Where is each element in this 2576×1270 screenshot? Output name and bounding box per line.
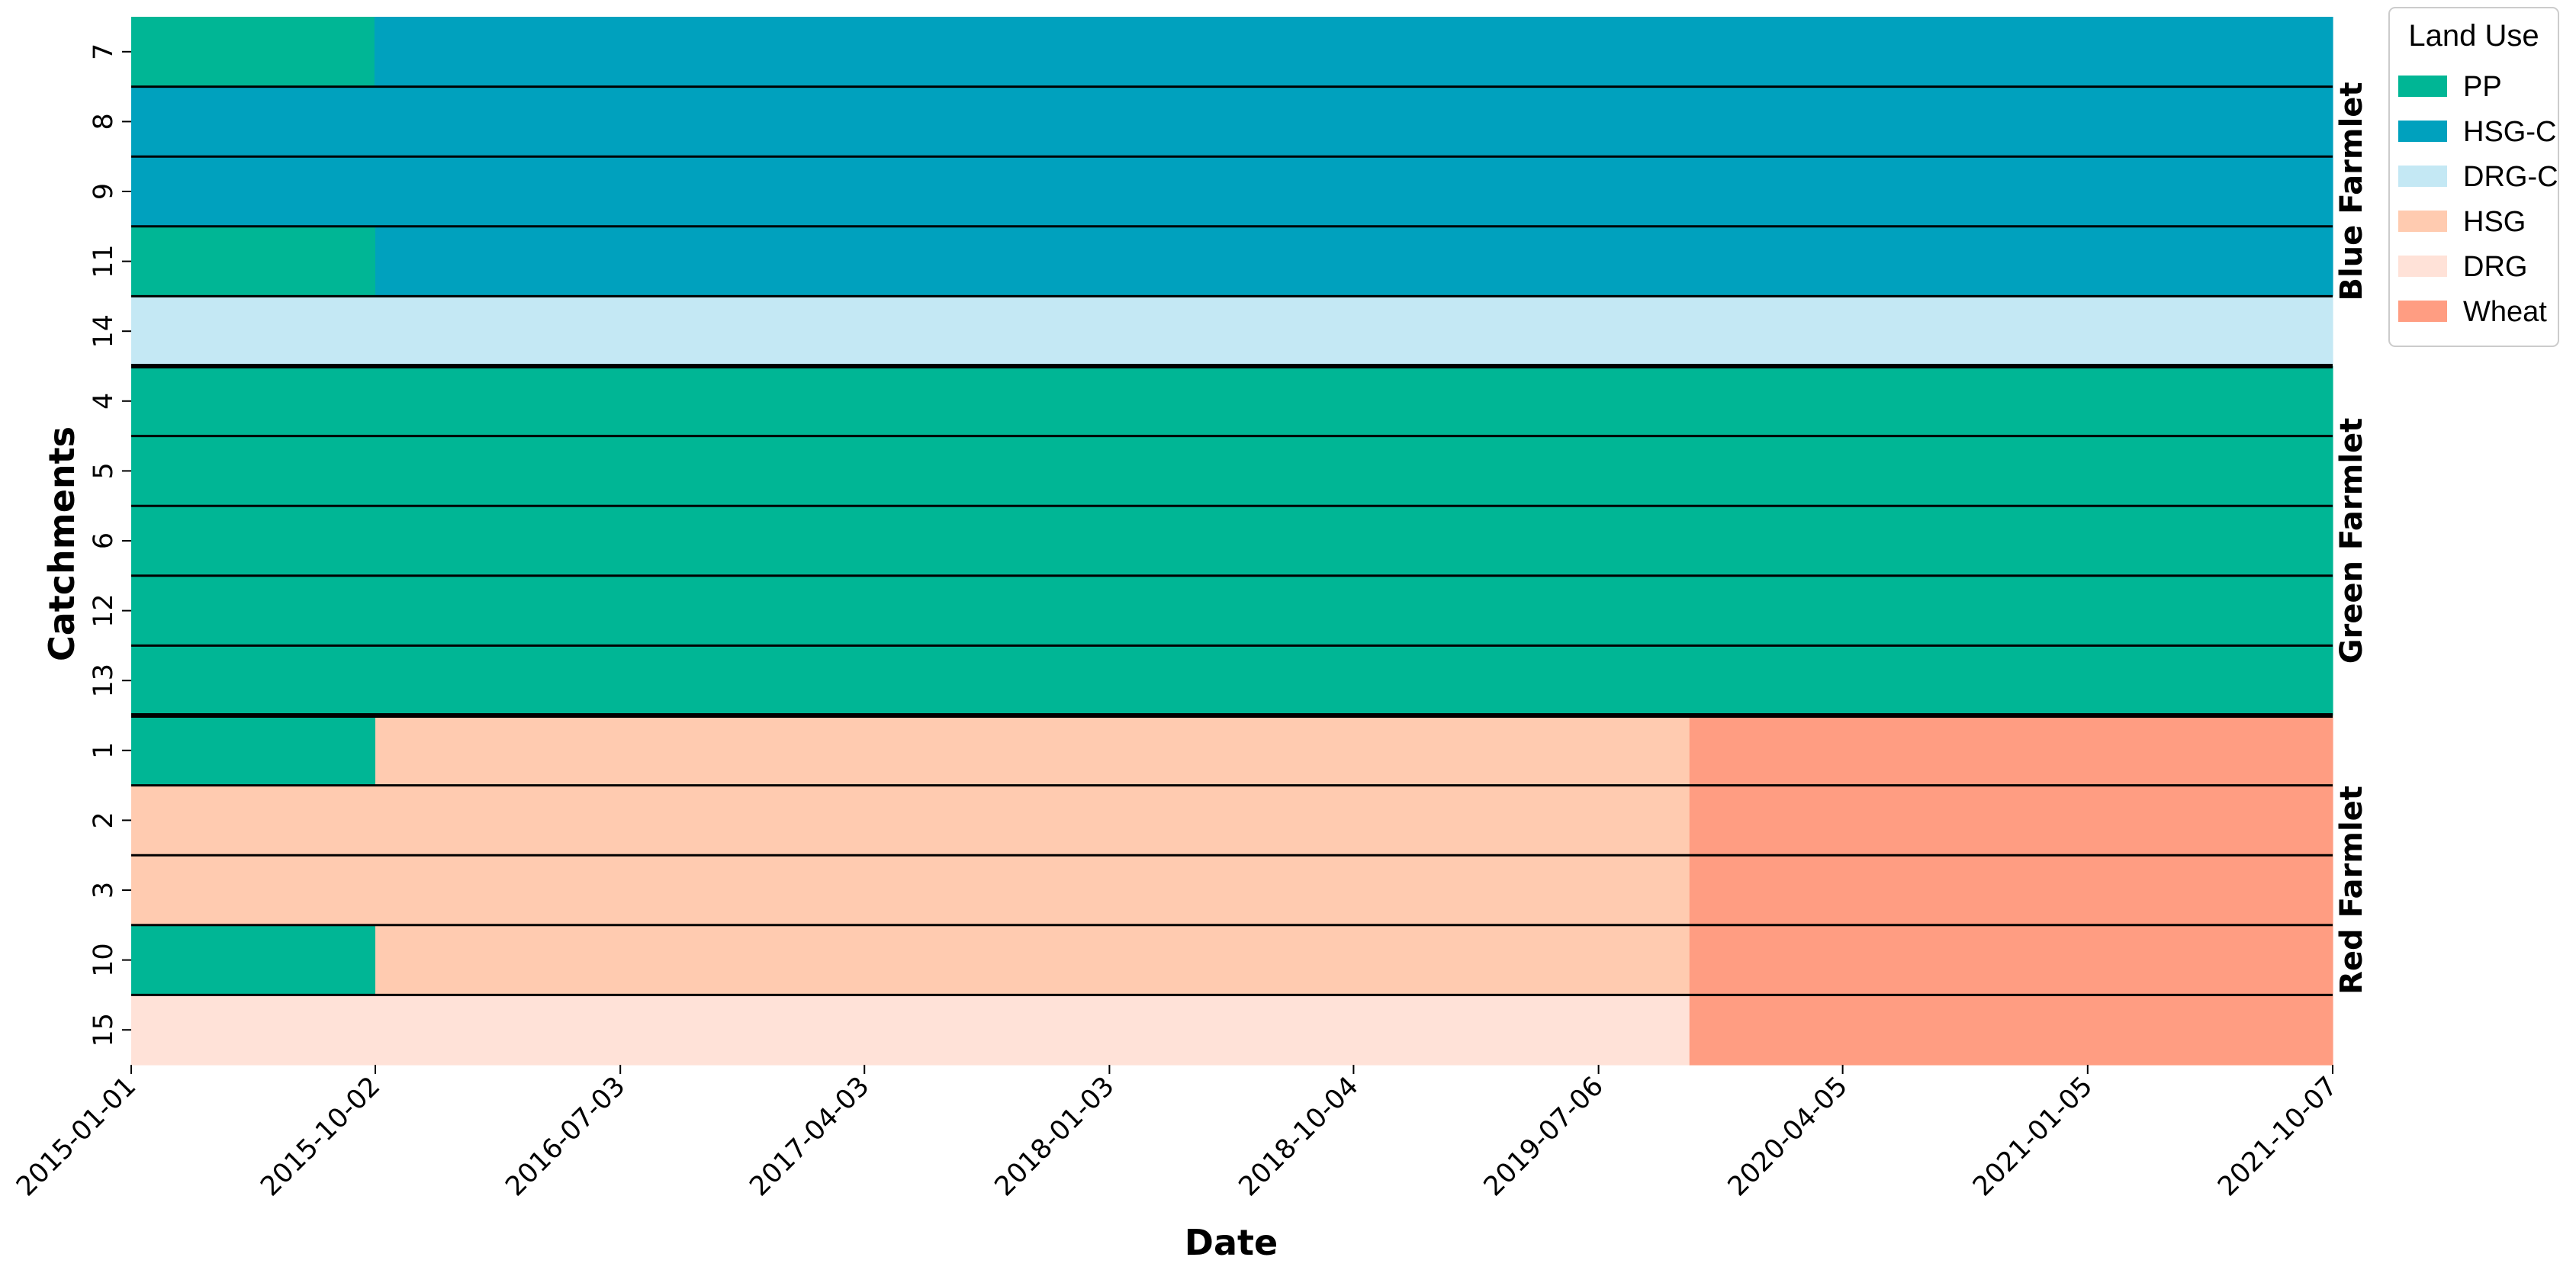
y-tick-label: 13: [88, 664, 119, 698]
y-tick-label: 7: [88, 43, 119, 60]
x-tick-label: 2019-07-06: [1478, 1071, 1610, 1202]
y-tick-label: 2: [88, 812, 119, 828]
y-tick-label: 9: [88, 183, 119, 200]
x-tick-label: 2018-01-03: [989, 1071, 1121, 1202]
cell-1-hsg: [375, 715, 1690, 786]
legend-swatch: [2398, 256, 2447, 277]
cell-1-pp: [131, 715, 376, 786]
group-label: Blue Farmlet: [2334, 82, 2369, 301]
cell-2-hsg: [131, 785, 1690, 856]
x-tick-label: 2015-01-01: [11, 1071, 142, 1202]
legend-swatch: [2398, 301, 2447, 322]
y-tick-label: 5: [88, 462, 119, 479]
y-tick-label: 8: [88, 113, 119, 130]
legend-swatch: [2398, 76, 2447, 97]
x-tick-label: 2015-10-02: [255, 1071, 386, 1202]
x-axis-title: Date: [1185, 1222, 1278, 1263]
legend-label: HSG-C: [2463, 116, 2556, 148]
cell-10-wheat: [1689, 924, 2333, 995]
cell-1-wheat: [1689, 715, 2333, 786]
cell-3-hsg: [131, 855, 1690, 926]
legend-swatch: [2398, 211, 2447, 232]
x-tick-label: 2021-10-07: [2212, 1071, 2343, 1202]
cell-11-hsg-c: [375, 226, 2333, 297]
cell-4-pp: [131, 366, 2333, 437]
x-tick-label: 2021-01-05: [1967, 1071, 2098, 1202]
y-tick-label: 3: [88, 882, 119, 899]
cell-13-pp: [131, 645, 2333, 716]
y-tick-label: 12: [88, 593, 119, 628]
y-tick-label: 15: [88, 1013, 119, 1047]
heatmap-cells: [131, 17, 2333, 1066]
cell-14-drg-c: [131, 296, 2333, 367]
y-axis-title: Catchments: [41, 426, 82, 661]
cell-7-hsg-c: [374, 17, 2333, 88]
legend: Land Use PP HSG-C DRG-C HSG DRG Wheat: [2388, 7, 2559, 347]
cell-11-pp: [131, 226, 376, 297]
cell-6-pp: [131, 506, 2333, 577]
group-label: Green Farmlet: [2334, 418, 2369, 664]
cell-5-pp: [131, 436, 2333, 506]
legend-label: DRG: [2463, 251, 2527, 283]
y-tick-label: 4: [88, 393, 119, 410]
y-tick-label: 1: [88, 742, 119, 759]
cell-2-wheat: [1689, 785, 2333, 856]
legend-title: Land Use: [2408, 19, 2539, 53]
x-axis-ticks: 2015-01-01 2015-10-02 2016-07-03 2017-04-03…: [11, 1065, 2343, 1202]
group-label: Red Farmlet: [2334, 786, 2369, 995]
x-tick-label: 2018-10-04: [1233, 1071, 1365, 1202]
cell-15-wheat: [1689, 995, 2333, 1066]
legend-label: PP: [2463, 71, 2502, 103]
cell-15-drg: [131, 995, 1690, 1066]
cell-3-wheat: [1689, 855, 2333, 926]
cell-7-pp: [131, 17, 375, 88]
x-tick-label: 2017-04-03: [744, 1071, 875, 1202]
y-tick-label: 6: [88, 532, 119, 549]
cell-8-hsg-c: [131, 86, 2333, 157]
legend-label: DRG-C: [2463, 161, 2558, 193]
row-separators: [131, 85, 2333, 996]
x-tick-label: 2020-04-05: [1722, 1071, 1854, 1202]
y-tick-label: 14: [88, 314, 119, 349]
cell-10-pp: [131, 924, 376, 995]
cell-12-pp: [131, 575, 2333, 646]
y-tick-label: 11: [88, 244, 119, 278]
group-labels: Blue Farmlet Green Farmlet Red Farmlet: [2334, 82, 2369, 994]
x-tick-label: 2016-07-03: [500, 1071, 631, 1202]
legend-swatch: [2398, 166, 2447, 187]
y-tick-label: 10: [88, 943, 119, 977]
legend-swatch: [2398, 121, 2447, 142]
legend-label: Wheat: [2463, 296, 2547, 328]
cell-10-hsg: [375, 924, 1690, 995]
cell-9-hsg-c: [131, 156, 2333, 227]
legend-label: HSG: [2463, 206, 2526, 238]
